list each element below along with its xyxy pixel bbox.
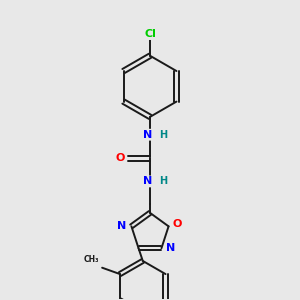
Text: CH₃: CH₃ xyxy=(83,255,99,264)
Text: O: O xyxy=(172,219,182,229)
Text: Cl: Cl xyxy=(144,29,156,39)
Text: N: N xyxy=(118,221,127,231)
Text: N: N xyxy=(143,130,152,140)
Text: H: H xyxy=(160,130,168,140)
Text: O: O xyxy=(116,153,125,163)
Text: N: N xyxy=(166,243,176,253)
Text: N: N xyxy=(143,176,152,186)
Text: H: H xyxy=(160,176,168,186)
